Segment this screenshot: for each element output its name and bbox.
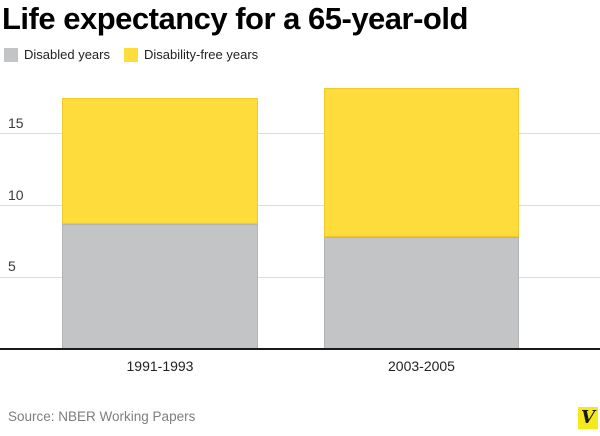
x-category-label: 1991-1993: [126, 358, 194, 374]
chart-title: Life expectancy for a 65-year-old: [2, 1, 468, 36]
legend-label: Disabled years: [24, 47, 110, 62]
y-tick-label: 5: [8, 258, 16, 275]
legend: Disabled years Disability-free years: [4, 47, 258, 62]
legend-label: Disability-free years: [144, 47, 259, 62]
gridline: [0, 133, 600, 135]
x-category-label: 2003-2005: [388, 358, 455, 374]
vox-logo: V: [578, 407, 598, 429]
bar-segment: [324, 237, 519, 349]
x-axis-line: [0, 348, 600, 350]
bar-segment: [62, 98, 258, 225]
legend-swatch-disability-free-icon: [124, 47, 138, 62]
legend-item-disabled-years: Disabled years: [4, 47, 110, 62]
y-tick-label: 15: [8, 114, 24, 131]
gridline: [0, 205, 600, 207]
bar-segment: [62, 224, 258, 349]
bar-segment: [324, 88, 519, 238]
y-tick-label: 10: [8, 186, 24, 203]
gridline: [0, 276, 600, 278]
legend-swatch-disabled-icon: [4, 47, 18, 62]
legend-item-disability-free-years: Disability-free years: [124, 47, 258, 62]
source-text: Source: NBER Working Papers: [8, 409, 196, 424]
vox-v-letter-icon: V: [581, 407, 595, 428]
